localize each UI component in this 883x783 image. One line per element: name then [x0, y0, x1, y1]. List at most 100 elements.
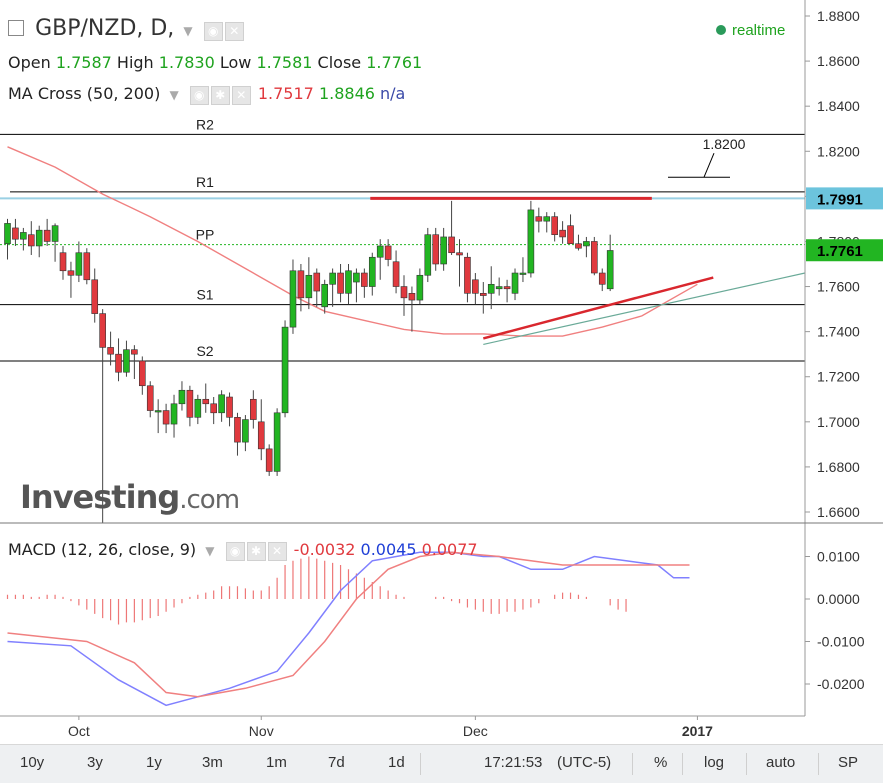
price-tick-label: 1.6800 — [817, 459, 860, 475]
macd-tools: ◉ ✱ ✕ — [225, 540, 289, 561]
candle-body — [186, 389, 194, 418]
price-tick-label: 1.7600 — [817, 279, 860, 295]
pivot-label: PP — [196, 227, 215, 243]
chart-canvas[interactable]: R2 R1 PP S1 S2 1.8200 1.8800 1.8600 1.8400 1.82… — [0, 0, 883, 744]
resistance-price-label: 1.7991 — [817, 191, 863, 208]
pivot-label: R1 — [196, 174, 214, 190]
price-tick-label: 1.8600 — [817, 53, 860, 69]
macd-panel: 0.0100 0.0000 -0.0100 -0.0200 — [6, 549, 865, 707]
time-tick-label: Dec — [463, 723, 488, 739]
eye-icon[interactable]: ◉ — [225, 542, 245, 561]
candle-body — [400, 286, 408, 299]
price-tick-label: 1.8400 — [817, 98, 860, 114]
candle-body — [20, 232, 27, 240]
candle-body — [575, 243, 582, 249]
candle-body — [511, 272, 519, 294]
macd-label[interactable]: MACD (12, 26, close, 9) — [8, 540, 197, 559]
macd-tick-label: 0.0000 — [817, 591, 860, 607]
pivot-lines: R2 R1 PP S1 S2 — [0, 116, 805, 362]
range-3y-button[interactable]: 3y — [87, 754, 103, 771]
candle-body — [384, 245, 392, 260]
close-icon[interactable]: ✕ — [231, 86, 251, 105]
current-price-tag — [806, 239, 883, 262]
close-icon[interactable]: ✕ — [267, 542, 287, 561]
trendline-channel — [483, 272, 806, 345]
ma-cross-label[interactable]: MA Cross (50, 200) — [8, 84, 161, 103]
divider — [682, 753, 683, 775]
open-value: 1.7587 — [55, 53, 112, 72]
clock-time: 17:21:53 — [484, 754, 543, 771]
bottom-toolbar: 10y 3y 1y 3m 1m 7d 1d 17:21:53 (UTC-5) %… — [0, 744, 883, 783]
auto-button[interactable]: auto — [766, 754, 796, 771]
close-icon[interactable]: ✕ — [224, 22, 244, 41]
symbol-tools: ◉ ✕ — [203, 20, 246, 41]
sp-button[interactable]: SP — [838, 754, 859, 771]
candle-body — [154, 410, 162, 413]
range-7d-button[interactable]: 7d — [328, 754, 345, 771]
range-1m-button[interactable]: 1m — [266, 754, 287, 771]
annotations: 1.8200 — [370, 136, 806, 345]
price-tick-label: 1.7000 — [817, 414, 860, 430]
timezone-button[interactable]: (UTC-5) — [557, 754, 612, 771]
ma-value-3: n/a — [380, 84, 406, 103]
macd-signal-value: 0.0045 — [360, 540, 417, 559]
chevron-down-icon[interactable]: ▼ — [205, 544, 215, 558]
price-tick-label: 1.8200 — [817, 143, 860, 159]
candle-body — [242, 419, 249, 443]
eye-icon[interactable]: ◉ — [203, 22, 223, 41]
candle-body — [329, 272, 336, 285]
macd-value: -0.0032 — [293, 540, 356, 559]
candle-body — [591, 241, 598, 274]
range-10y-button[interactable]: 10y — [20, 754, 45, 771]
price-tick-label: 1.7200 — [817, 369, 860, 385]
macd-row: MACD (12, 26, close, 9) ▼ ◉ ✱ ✕ -0.0032 0.… — [8, 540, 478, 561]
macd-tick-label: -0.0100 — [817, 634, 865, 650]
candle-body — [376, 245, 384, 258]
candle-body — [519, 272, 527, 275]
candle-body — [535, 216, 543, 222]
trendline-support — [482, 276, 714, 340]
percent-button[interactable]: % — [654, 754, 668, 771]
time-axis[interactable]: Oct Nov Dec 2017 — [68, 716, 713, 739]
chevron-down-icon[interactable]: ▼ — [183, 24, 193, 38]
candle-body — [123, 349, 130, 373]
candle-body — [35, 229, 43, 247]
macd-hist-value: 0.0077 — [421, 540, 478, 559]
candle-body — [598, 272, 606, 285]
time-tick-label: Oct — [68, 723, 90, 739]
candle-body — [146, 385, 154, 411]
ma50-line — [7, 146, 698, 337]
candle-body — [368, 256, 376, 287]
macd-signal-line — [7, 551, 690, 698]
candle-body — [139, 360, 146, 387]
candle-body — [416, 274, 424, 301]
candle-body — [583, 241, 590, 247]
candle-body — [503, 286, 511, 290]
candles — [4, 200, 614, 524]
realtime-label: realtime — [732, 22, 786, 39]
gear-icon[interactable]: ✱ — [210, 86, 230, 105]
collapse-icon[interactable] — [8, 20, 24, 36]
candle-body — [305, 274, 313, 299]
price-axis[interactable]: 1.88001.86001.84001.82001.80001.78001.76… — [0, 0, 883, 717]
close-label: Close — [317, 53, 362, 72]
gear-icon[interactable]: ✱ — [246, 542, 266, 561]
candle-body — [337, 272, 344, 294]
range-1d-button[interactable]: 1d — [388, 754, 405, 771]
log-button[interactable]: log — [704, 754, 725, 771]
pivot-label: S1 — [196, 287, 213, 303]
candle-body — [75, 252, 83, 276]
chevron-down-icon[interactable]: ▼ — [169, 88, 179, 102]
divider — [818, 753, 819, 775]
investing-logo: Investing.com — [20, 478, 240, 516]
eye-icon[interactable]: ◉ — [189, 86, 209, 105]
range-1y-button[interactable]: 1y — [146, 754, 162, 771]
current-price-label: 1.7761 — [817, 243, 863, 260]
candle-body — [178, 389, 186, 405]
range-3m-button[interactable]: 3m — [202, 754, 223, 771]
candle-body — [131, 349, 138, 355]
candle-body — [432, 234, 440, 265]
divider — [746, 753, 747, 775]
symbol-title[interactable]: GBP/NZD, D, — [35, 16, 175, 41]
candle-body — [495, 286, 503, 290]
